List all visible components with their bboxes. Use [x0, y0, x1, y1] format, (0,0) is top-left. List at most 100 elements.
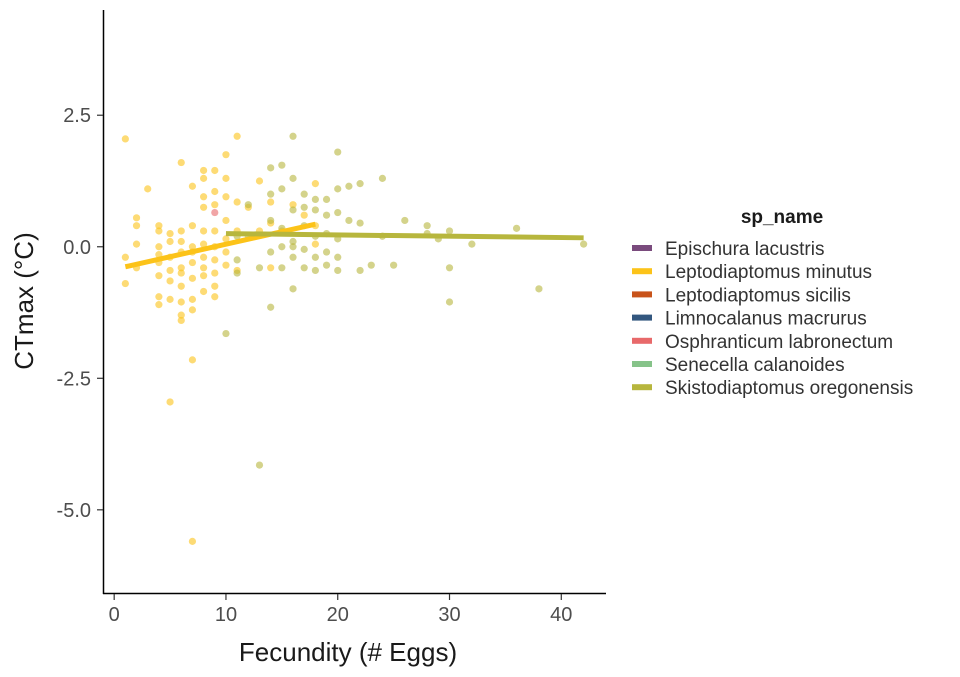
data-point-skistodiaptomus-oregonensis: [378, 174, 387, 182]
data-point-leptodiaptomus-minutus: [222, 151, 230, 159]
data-point-leptodiaptomus-minutus: [233, 132, 241, 140]
data-point-skistodiaptomus-oregonensis: [468, 240, 476, 248]
legend-title: sp_name: [741, 207, 823, 228]
data-point-leptodiaptomus-minutus: [188, 243, 197, 251]
data-point-skistodiaptomus-oregonensis: [345, 216, 353, 225]
data-point-leptodiaptomus-minutus: [155, 227, 163, 235]
data-point-leptodiaptomus-minutus: [155, 301, 163, 309]
legend-key-swatch: [632, 245, 652, 251]
data-point-skistodiaptomus-oregonensis: [322, 211, 331, 219]
x-tick-label: 40: [550, 604, 572, 626]
data-point-leptodiaptomus-minutus: [211, 293, 219, 301]
data-point-leptodiaptomus-minutus: [188, 537, 197, 545]
data-point-skistodiaptomus-oregonensis: [289, 206, 297, 214]
data-point-skistodiaptomus-oregonensis: [334, 148, 342, 156]
data-point-skistodiaptomus-oregonensis: [267, 216, 275, 225]
data-point-skistodiaptomus-oregonensis: [300, 203, 308, 211]
data-point-skistodiaptomus-oregonensis: [300, 245, 308, 253]
data-point-leptodiaptomus-minutus: [200, 272, 208, 280]
data-point-skistodiaptomus-oregonensis: [311, 266, 319, 275]
legend-label: Osphranticum labronectum: [665, 332, 893, 353]
data-point-skistodiaptomus-oregonensis: [278, 243, 286, 251]
data-point-leptodiaptomus-minutus: [267, 198, 275, 206]
data-point-leptodiaptomus-minutus: [177, 269, 185, 277]
x-tick-label: 30: [438, 604, 460, 626]
data-point-skistodiaptomus-oregonensis: [322, 195, 331, 204]
data-point-leptodiaptomus-minutus: [200, 203, 208, 211]
data-point-leptodiaptomus-minutus: [121, 279, 129, 288]
data-point-skistodiaptomus-oregonensis: [267, 164, 275, 172]
data-point-leptodiaptomus-minutus: [188, 356, 197, 364]
data-point-skistodiaptomus-oregonensis: [322, 261, 331, 269]
data-point-leptodiaptomus-minutus: [233, 198, 241, 206]
data-point-leptodiaptomus-minutus: [222, 174, 230, 182]
legend: sp_name Epischura lacustrisLeptodiaptomu…: [632, 207, 913, 399]
data-point-leptodiaptomus-minutus: [166, 398, 174, 406]
data-point-skistodiaptomus-oregonensis: [401, 216, 409, 225]
data-point-leptodiaptomus-minutus: [132, 240, 141, 248]
data-point-leptodiaptomus-minutus: [121, 253, 129, 261]
fit-line-skistodiaptomus-oregonensis: [225, 231, 584, 241]
data-point-skistodiaptomus-oregonensis: [267, 248, 275, 256]
points-layer: [121, 132, 588, 545]
data-point-leptodiaptomus-minutus: [200, 227, 208, 235]
data-point-leptodiaptomus-minutus: [166, 277, 174, 285]
data-point-skistodiaptomus-oregonensis: [311, 206, 319, 214]
data-point-leptodiaptomus-minutus: [166, 266, 174, 275]
y-tick-label: -5.0: [57, 500, 91, 522]
data-point-leptodiaptomus-minutus: [177, 311, 185, 319]
legend-label: Senecella calanoides: [665, 355, 845, 376]
data-point-leptodiaptomus-minutus: [188, 306, 197, 314]
data-point-skistodiaptomus-oregonensis: [255, 264, 264, 272]
data-point-skistodiaptomus-oregonensis: [255, 461, 264, 469]
legend-key-swatch: [632, 384, 652, 391]
data-point-leptodiaptomus-minutus: [166, 237, 174, 246]
data-point-leptodiaptomus-minutus: [211, 201, 219, 209]
legend-label: Epischura lacustris: [665, 239, 824, 260]
data-point-leptodiaptomus-minutus: [132, 214, 141, 222]
data-point-leptodiaptomus-minutus: [155, 222, 163, 230]
data-point-leptodiaptomus-minutus: [166, 295, 174, 303]
data-point-leptodiaptomus-minutus: [177, 298, 185, 306]
data-point-leptodiaptomus-minutus: [177, 316, 185, 325]
y-tick-label: -2.5: [57, 368, 91, 390]
data-point-skistodiaptomus-oregonensis: [535, 285, 543, 293]
data-point-leptodiaptomus-minutus: [222, 216, 230, 225]
data-point-leptodiaptomus-minutus: [200, 240, 208, 248]
legend-label: Limnocalanus macrurus: [665, 309, 867, 330]
data-point-skistodiaptomus-oregonensis: [390, 261, 398, 269]
data-point-leptodiaptomus-minutus: [188, 258, 197, 267]
data-point-skistodiaptomus-oregonensis: [367, 261, 375, 269]
data-point-skistodiaptomus-oregonensis: [278, 264, 286, 272]
data-point-skistodiaptomus-oregonensis: [334, 208, 342, 217]
data-point-skistodiaptomus-oregonensis: [233, 269, 241, 277]
legend-key-swatch: [632, 291, 652, 298]
fit-line-leptodiaptomus-minutus: [124, 221, 316, 270]
data-point-leptodiaptomus-minutus: [132, 222, 141, 230]
data-point-leptodiaptomus-minutus: [144, 185, 152, 193]
data-point-leptodiaptomus-minutus: [155, 243, 163, 251]
data-point-leptodiaptomus-minutus: [211, 166, 219, 175]
data-point-skistodiaptomus-oregonensis: [356, 180, 364, 188]
data-point-skistodiaptomus-oregonensis: [512, 224, 521, 232]
data-point-skistodiaptomus-oregonensis: [334, 266, 342, 275]
data-point-skistodiaptomus-oregonensis: [300, 264, 308, 272]
data-point-skistodiaptomus-oregonensis: [423, 222, 431, 230]
data-point-skistodiaptomus-oregonensis: [289, 132, 297, 140]
data-point-leptodiaptomus-minutus: [177, 237, 185, 246]
legend-label: Leptodiaptomus minutus: [665, 262, 872, 283]
data-point-skistodiaptomus-oregonensis: [445, 298, 454, 306]
data-point-skistodiaptomus-oregonensis: [445, 227, 454, 235]
data-point-leptodiaptomus-minutus: [267, 264, 275, 272]
x-tick-label: 10: [215, 604, 237, 626]
legend-key-swatch: [632, 337, 652, 344]
data-point-leptodiaptomus-minutus: [200, 264, 208, 272]
data-point-skistodiaptomus-oregonensis: [289, 174, 297, 182]
data-point-skistodiaptomus-oregonensis: [233, 256, 241, 264]
fit-lines-layer: [124, 221, 584, 270]
data-point-leptodiaptomus-minutus: [311, 180, 319, 188]
data-point-leptodiaptomus-minutus: [188, 182, 197, 190]
legend-label: Leptodiaptomus sicilis: [665, 285, 851, 306]
data-point-skistodiaptomus-oregonensis: [300, 190, 308, 198]
